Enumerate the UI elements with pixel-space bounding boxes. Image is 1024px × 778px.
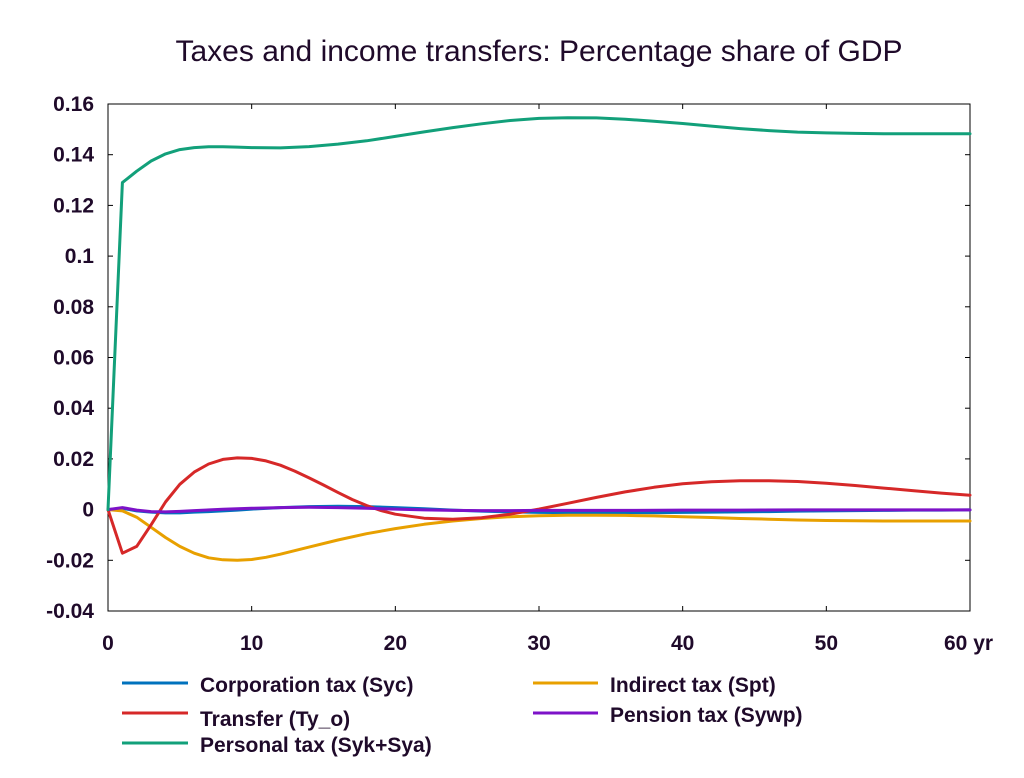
legend-label-2: Transfer (Ty_o) <box>200 708 350 731</box>
plot-frame <box>107 103 971 612</box>
y-tick-label: 0.14 <box>53 144 94 167</box>
y-axis: -0.04 -0.02 0 0.02 0.04 0.06 0.08 0.1 0.12 0.14 0.… <box>46 93 970 623</box>
x-tick-label: 60 yr <box>944 632 993 655</box>
series-line-1 <box>106 508 972 562</box>
x-tick-label: 30 <box>527 632 550 655</box>
series-line-4 <box>106 116 972 512</box>
x-axis: 0 10 20 30 40 50 60 yr <box>102 104 993 655</box>
series-line-2 <box>106 456 972 555</box>
y-tick-label: 0.06 <box>53 347 94 370</box>
legend: Corporation tax (Syc) Indirect tax (Spt) T… <box>122 674 803 757</box>
legend-label-4: Personal tax (Syk+Sya) <box>200 734 432 757</box>
x-tick-label: 0 <box>102 632 114 655</box>
y-tick-label: 0.02 <box>53 448 94 471</box>
series-layer <box>106 116 972 562</box>
x-tick-label: 50 <box>815 632 838 655</box>
chart-title: Taxes and income transfers: Percentage s… <box>175 35 902 68</box>
x-tick-label: 10 <box>240 632 263 655</box>
y-tick-label: 0.1 <box>65 245 95 268</box>
y-tick-label: 0.04 <box>53 397 94 420</box>
x-tick-label: 20 <box>384 632 407 655</box>
legend-label-1: Indirect tax (Spt) <box>610 674 776 697</box>
x-tick-label: 40 <box>671 632 694 655</box>
legend-label-3: Pension tax (Sywp) <box>610 704 803 727</box>
y-tick-label: 0.16 <box>53 93 94 116</box>
series-line-3 <box>106 505 972 514</box>
y-tick-label: -0.02 <box>46 549 94 572</box>
y-tick-label: 0 <box>82 499 94 522</box>
y-tick-label: -0.04 <box>46 600 94 623</box>
plot-area <box>107 103 971 612</box>
legend-label-0: Corporation tax (Syc) <box>200 674 414 697</box>
y-tick-label: 0.12 <box>53 194 94 217</box>
y-tick-label: 0.08 <box>53 296 94 319</box>
